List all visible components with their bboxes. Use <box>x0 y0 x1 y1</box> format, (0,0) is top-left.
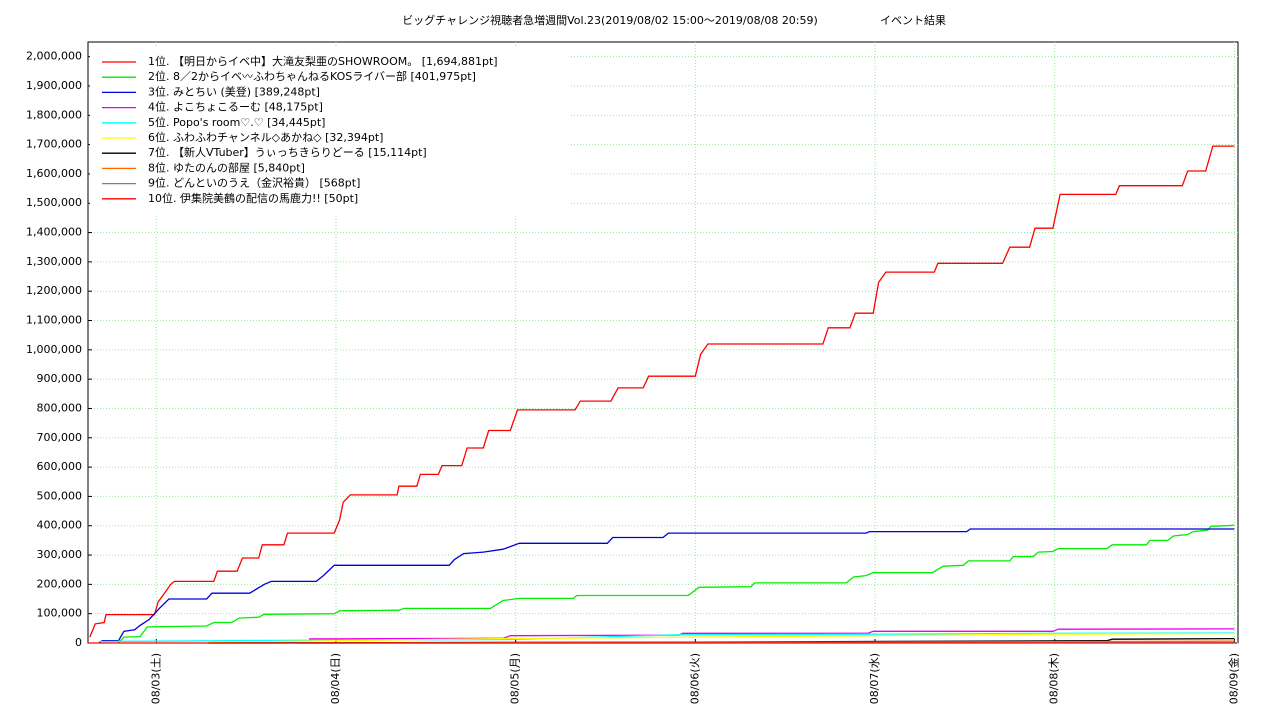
x-tick-label: 08/04(日) <box>329 653 342 704</box>
legend-label: 3位. みとちい (美登) [389,248pt] <box>148 84 320 98</box>
y-tick-label: 900,000 <box>37 372 83 385</box>
x-tick-label: 08/08(木) <box>1048 653 1061 704</box>
y-tick-label: 1,300,000 <box>26 255 82 268</box>
x-tick-label: 08/06(火) <box>688 653 701 704</box>
y-tick-label: 1,900,000 <box>26 79 82 92</box>
x-tick-label: 08/07(水) <box>868 653 881 704</box>
series-line <box>98 528 1235 644</box>
series-line <box>89 145 1235 638</box>
series-line <box>308 628 1235 640</box>
series-line <box>118 524 1235 644</box>
x-tick-label: 08/05(月) <box>509 653 522 704</box>
legend-label: 10位. 伊集院美鶴の配信の馬鹿力!! [50pt] <box>148 191 358 205</box>
y-tick-label: 1,700,000 <box>26 138 82 151</box>
y-tick-label: 700,000 <box>37 431 83 444</box>
y-tick-label: 1,000,000 <box>26 343 82 356</box>
legend-label: 8位. ゆたのんの部屋 [5,840pt] <box>148 160 305 174</box>
legend-label: 4位. よこちょこるーむ [48,175pt] <box>148 100 323 114</box>
y-tick-label: 1,100,000 <box>26 314 82 327</box>
chart-title: ビッグチャレンジ視聴者急増週間Vol.23(2019/08/02 15:00〜2… <box>402 13 818 27</box>
y-tick-label: 0 <box>75 636 82 649</box>
y-tick-label: 1,600,000 <box>26 167 82 180</box>
y-tick-label: 500,000 <box>37 489 83 502</box>
y-tick-label: 100,000 <box>37 607 83 620</box>
x-tick-label: 08/03(土) <box>149 653 162 704</box>
chart-subtitle: イベント結果 <box>880 13 946 27</box>
y-tick-label: 1,400,000 <box>26 226 82 239</box>
y-tick-label: 400,000 <box>37 519 83 532</box>
y-tick-label: 800,000 <box>37 401 83 414</box>
y-tick-label: 300,000 <box>37 548 83 561</box>
y-tick-label: 600,000 <box>37 460 83 473</box>
y-tick-label: 1,500,000 <box>26 196 82 209</box>
legend-label: 6位. ふわふわチャンネル◇あかね◇ [32,394pt] <box>148 130 383 144</box>
y-tick-label: 1,200,000 <box>26 284 82 297</box>
legend-label: 7位. 【新人VTuber】うぃっちきらりどーる [15,114pt] <box>148 145 427 159</box>
y-tick-label: 2,000,000 <box>26 50 82 63</box>
y-tick-label: 200,000 <box>37 577 83 590</box>
legend-box <box>90 48 570 214</box>
x-tick-label: 08/09(金) <box>1226 653 1240 704</box>
series-line <box>208 632 1235 644</box>
legend-label: 2位. 8／2からイベ〰ふわちゃんねるKOSライバー部 [401,975pt] <box>148 69 476 83</box>
y-tick-label: 1,800,000 <box>26 108 82 121</box>
series-line <box>98 632 1235 643</box>
legend-label: 9位. どんといのうえ（金沢裕貴） [568pt] <box>148 176 360 190</box>
legend-label: 1位. 【明日からイベ中】大滝友梨亜のSHOWROOM。 [1,694,881p… <box>148 54 498 68</box>
legend-label: 5位. Popo's room♡.♡ [34,445pt] <box>148 115 325 129</box>
